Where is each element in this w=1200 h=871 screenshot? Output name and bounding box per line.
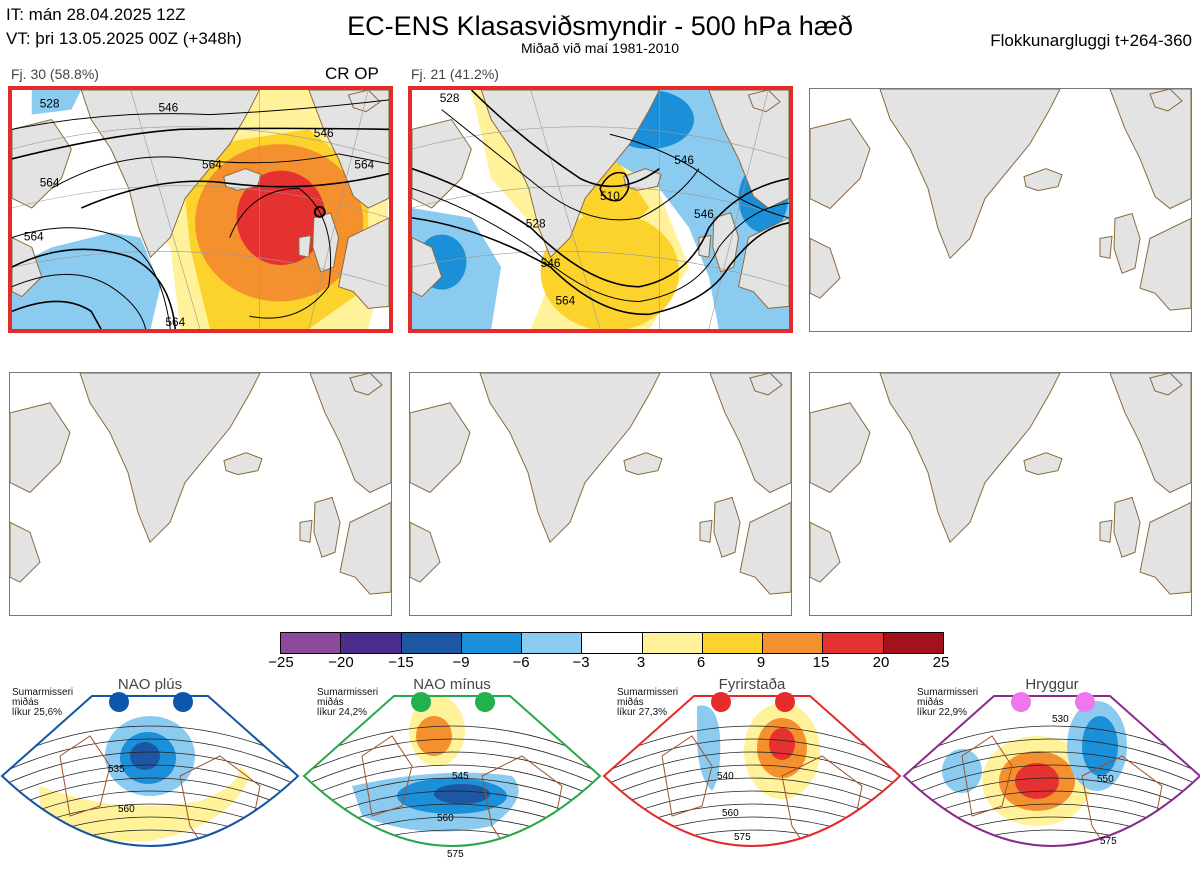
contour-label: 564 <box>40 175 60 189</box>
colorbar-swatch <box>341 633 402 653</box>
regime-panel-1[interactable]: 535 560 <box>0 676 300 871</box>
colorbar-tick-label: 3 <box>636 654 646 671</box>
colorbar-swatch <box>522 633 583 653</box>
regime-mean-label: miðás <box>12 697 39 708</box>
regime-marker-dot <box>711 692 731 712</box>
regime-panel-4[interactable]: 530 550 575 <box>902 676 1200 871</box>
regime-name: NAO mínus <box>413 676 491 693</box>
colorbar-tick-label: 25 <box>932 654 950 671</box>
colorbar-tick-label: −25 <box>268 654 294 671</box>
cluster-panel-4[interactable] <box>9 372 392 616</box>
regime-contour-label: 575 <box>447 849 464 860</box>
regime-contour-label: 545 <box>452 771 469 782</box>
colorbar-tick-label: 6 <box>696 654 706 671</box>
regime-contour-label: 560 <box>118 804 135 815</box>
cluster-panel-1[interactable]: 546 546 564 564 564 564 564 528 <box>8 86 393 333</box>
regime-season: Sumarmisseri <box>617 687 679 698</box>
regime-season: Sumarmisseri <box>12 687 74 698</box>
contour-label: 528 <box>40 97 60 111</box>
contour-label: 564 <box>165 315 185 329</box>
regime-marker-dot <box>1075 692 1095 712</box>
regime-marker-dot <box>173 692 193 712</box>
regime-marker-dot <box>109 692 129 712</box>
regime-contour-label: 560 <box>722 808 739 819</box>
contour-label: 546 <box>674 153 694 167</box>
colorbar-tick-label: −3 <box>572 654 590 671</box>
cluster-panel-3[interactable] <box>809 88 1192 332</box>
contour-label: 546 <box>694 207 714 221</box>
regime-marker-dot <box>775 692 795 712</box>
cluster-panel-5[interactable] <box>409 372 792 616</box>
valid-time-label: VT: þri 13.05.2025 00Z (+348h) <box>6 29 242 48</box>
regime-probability: líkur 22,9% <box>917 707 968 718</box>
regime-panel-2[interactable]: 545 560 575 <box>302 676 602 871</box>
regime-info: Sumarmisseri miðás líkur 25,6% <box>12 688 73 718</box>
regime-probability: líkur 25,6% <box>12 707 63 718</box>
regime-mean-label: miðás <box>317 697 344 708</box>
colorbar-swatch <box>281 633 342 653</box>
contour-label: 564 <box>555 293 575 307</box>
contour-label: 564 <box>24 230 44 244</box>
regime-season: Sumarmisseri <box>317 687 379 698</box>
regime-info: Sumarmisseri miðás líkur 24,2% <box>317 688 378 718</box>
regime-contour-label: 550 <box>1097 774 1114 785</box>
regime-contour-label: 560 <box>437 813 454 824</box>
colorbar-tick-label: −9 <box>452 654 470 671</box>
regime-contour-label: 575 <box>734 832 751 843</box>
contour-label: 510 <box>600 189 620 203</box>
colorbar-swatch <box>702 633 764 653</box>
regime-name: Hryggur <box>1025 676 1079 693</box>
anomaly-colorbar <box>280 632 944 654</box>
colorbar-tick-label: 15 <box>812 654 830 671</box>
regime-marker-dot <box>411 692 431 712</box>
colorbar-swatch <box>582 633 643 653</box>
contour-label: 528 <box>526 217 546 231</box>
contour-label: 546 <box>541 256 561 270</box>
contour-label: 546 <box>314 126 334 140</box>
regime-info: Sumarmisseri miðás líkur 27,3% <box>617 688 678 718</box>
regime-probability: líkur 24,2% <box>317 707 368 718</box>
cluster-1-label: Fj. 30 (58.8%) <box>11 66 99 82</box>
cluster-2-label: Fj. 21 (41.2%) <box>411 66 499 82</box>
colorbar-tick-label: −6 <box>512 654 530 671</box>
page-title: EC-ENS Klasasviðsmyndir - 500 hPa hæð <box>347 11 853 41</box>
initial-time-label: IT: mán 28.04.2025 12Z <box>6 5 186 24</box>
colorbar-tick-label: 20 <box>872 654 890 671</box>
regime-contour-label: 535 <box>108 764 125 775</box>
regime-marker-dot <box>1011 692 1031 712</box>
colorbar-swatch <box>823 633 884 653</box>
colorbar-swatch <box>642 633 703 653</box>
regime-contour-label: 575 <box>1100 836 1117 847</box>
colorbar-tick-label: −15 <box>388 654 414 671</box>
regime-mean-label: miðás <box>617 697 644 708</box>
contour-label: 564 <box>202 158 222 172</box>
regime-mean-label: miðás <box>917 697 944 708</box>
contour-label: 528 <box>440 91 460 105</box>
classification-window-label: Flokkunargluggi t+264-360 <box>990 31 1192 50</box>
regime-contour-label: 530 <box>1052 714 1069 725</box>
contour-label: 546 <box>158 101 178 115</box>
regime-contour-label: 540 <box>717 771 734 782</box>
regime-panel-3[interactable]: 540 560 575 <box>602 676 902 871</box>
cluster-panel-2[interactable]: 528 510 546 546 528 546 564 <box>408 86 793 333</box>
cluster-panel-6[interactable] <box>809 372 1192 616</box>
regime-name: NAO plús <box>117 676 183 693</box>
colorbar-swatch <box>763 633 824 653</box>
regime-probability: líkur 27,3% <box>617 707 668 718</box>
regime-info: Sumarmisseri miðás líkur 22,9% <box>917 688 978 718</box>
page-subtitle: Miðað við maí 1981-2010 <box>521 40 679 56</box>
contour-label: 564 <box>354 158 374 172</box>
colorbar-swatch <box>401 633 462 653</box>
colorbar-tick-label: −20 <box>328 654 354 671</box>
regime-season: Sumarmisseri <box>917 687 979 698</box>
colorbar-swatch <box>461 633 523 653</box>
regime-marker-dot <box>475 692 495 712</box>
colorbar-swatch <box>883 633 943 653</box>
colorbar-tick-label: 9 <box>756 654 766 671</box>
cluster-1-tags: CR OP <box>325 64 379 83</box>
regime-name: Fyrirstaða <box>718 676 786 693</box>
